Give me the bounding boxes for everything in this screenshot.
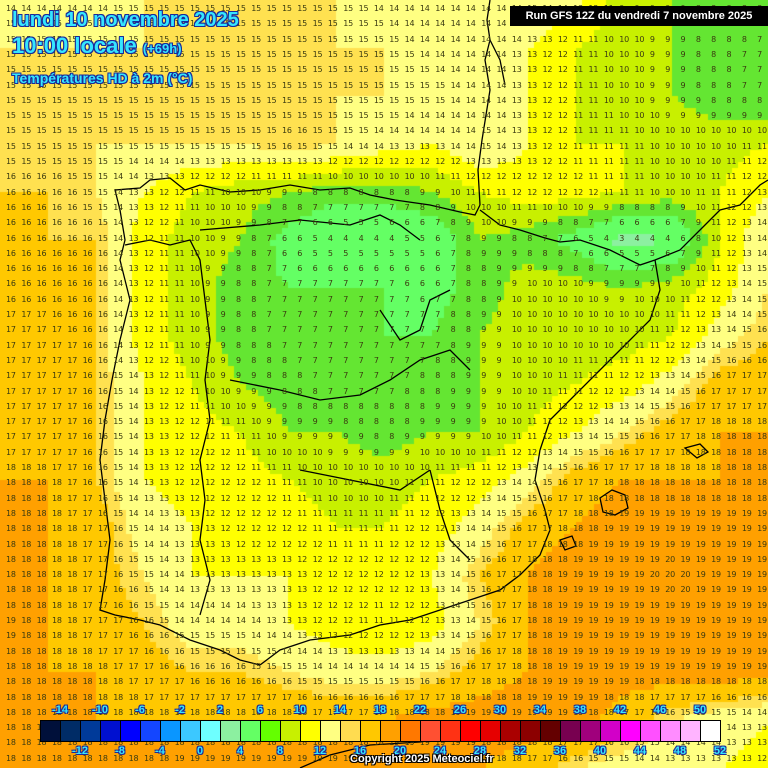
legend-label-top: 22 <box>413 704 427 716</box>
legend-swatch <box>581 721 601 741</box>
legend-label-bottom: 44 <box>633 745 647 757</box>
legend-label-bottom: 24 <box>433 745 447 757</box>
legend-swatch <box>101 721 121 741</box>
legend-swatch <box>361 721 381 741</box>
legend-swatch <box>501 721 521 741</box>
legend-label-top: 18 <box>373 704 387 716</box>
legend-swatch <box>381 721 401 741</box>
legend-label-top: 10 <box>293 704 307 716</box>
legend-label-bottom: -4 <box>155 745 165 757</box>
legend-swatch <box>61 721 81 741</box>
legend-label-bottom: 16 <box>353 745 367 757</box>
legend-label-top: -2 <box>175 704 185 716</box>
legend-label-top: 42 <box>613 704 627 716</box>
lead-time: (+69h) <box>142 41 182 56</box>
forecast-date: lundi 10 novembre 2025 <box>12 9 239 31</box>
legend-swatch <box>281 721 301 741</box>
legend-label-top: 14 <box>333 704 347 716</box>
local-time: 10:00 locale <box>12 33 137 58</box>
legend-label-top: 2 <box>216 704 224 716</box>
forecast-time: 10:00 locale (+69h) <box>12 33 182 59</box>
legend-label-bottom: -8 <box>115 745 125 757</box>
legend-swatch <box>401 721 421 741</box>
legend-swatch <box>341 721 361 741</box>
legend-label-top: 50 <box>693 704 707 716</box>
legend-label-top: 6 <box>256 704 264 716</box>
border-pyrenees <box>479 209 656 266</box>
border-portugal <box>124 239 211 616</box>
legend-swatch <box>661 721 681 741</box>
legend-label-top: 46 <box>653 704 667 716</box>
legend-label-top: 38 <box>573 704 587 716</box>
legend-swatch <box>201 721 221 741</box>
legend-label-bottom: 12 <box>313 745 327 757</box>
legend-label-bottom: 20 <box>393 745 407 757</box>
legend-label-bottom: 48 <box>673 745 687 757</box>
legend-label-bottom: 28 <box>473 745 487 757</box>
legend-swatch <box>181 721 201 741</box>
legend-swatch <box>601 721 621 741</box>
color-scale-legend <box>40 720 721 742</box>
legend-swatch <box>461 721 481 741</box>
legend-swatch <box>321 721 341 741</box>
island-menorca <box>683 443 710 459</box>
copyright-notice: Copyright 2025 Meteociel.fr <box>350 753 494 765</box>
legend-label-top: -6 <box>135 704 145 716</box>
legend-swatch <box>141 721 161 741</box>
legend-swatch <box>241 721 261 741</box>
legend-label-bottom: 36 <box>553 745 567 757</box>
legend-swatch <box>161 721 181 741</box>
legend-label-top: 30 <box>493 704 507 716</box>
legend-swatch <box>481 721 501 741</box>
legend-swatch <box>441 721 461 741</box>
legend-label-bottom: 32 <box>513 745 527 757</box>
legend-label-bottom: 4 <box>236 745 244 757</box>
legend-label-bottom: 8 <box>276 745 284 757</box>
legend-label-top: -10 <box>92 704 108 716</box>
legend-swatch <box>561 721 581 741</box>
legend-label-bottom: 0 <box>196 745 204 757</box>
coastline-west <box>99 189 261 666</box>
legend-label-bottom: 52 <box>713 745 727 757</box>
legend-label-bottom: -12 <box>72 745 88 757</box>
legend-swatch <box>221 721 241 741</box>
legend-label-top: -14 <box>52 704 68 716</box>
variable-title: Températures HD à 2m (°C) <box>12 70 193 86</box>
coastline-east <box>654 179 768 261</box>
legend-swatch <box>621 721 641 741</box>
legend-swatch <box>261 721 281 741</box>
legend-swatch <box>41 721 61 741</box>
legend-swatch <box>81 721 101 741</box>
legend-label-top: 34 <box>533 704 547 716</box>
legend-swatch <box>421 721 441 741</box>
legend-swatch <box>701 721 720 741</box>
island-ibiza <box>559 535 577 551</box>
legend-swatch <box>541 721 561 741</box>
legend-swatch <box>301 721 321 741</box>
legend-swatch <box>121 721 141 741</box>
run-info-banner: Run GFS 12Z du vendredi 7 novembre 2025 <box>510 6 768 26</box>
legend-label-bottom: 40 <box>593 745 607 757</box>
island-mallorca <box>599 489 629 516</box>
coastline-north <box>114 177 481 216</box>
legend-label-top: 26 <box>453 704 467 716</box>
legend-swatch <box>681 721 701 741</box>
legend-swatch <box>641 721 661 741</box>
coastline-france <box>477 0 491 206</box>
legend-swatch <box>521 721 541 741</box>
